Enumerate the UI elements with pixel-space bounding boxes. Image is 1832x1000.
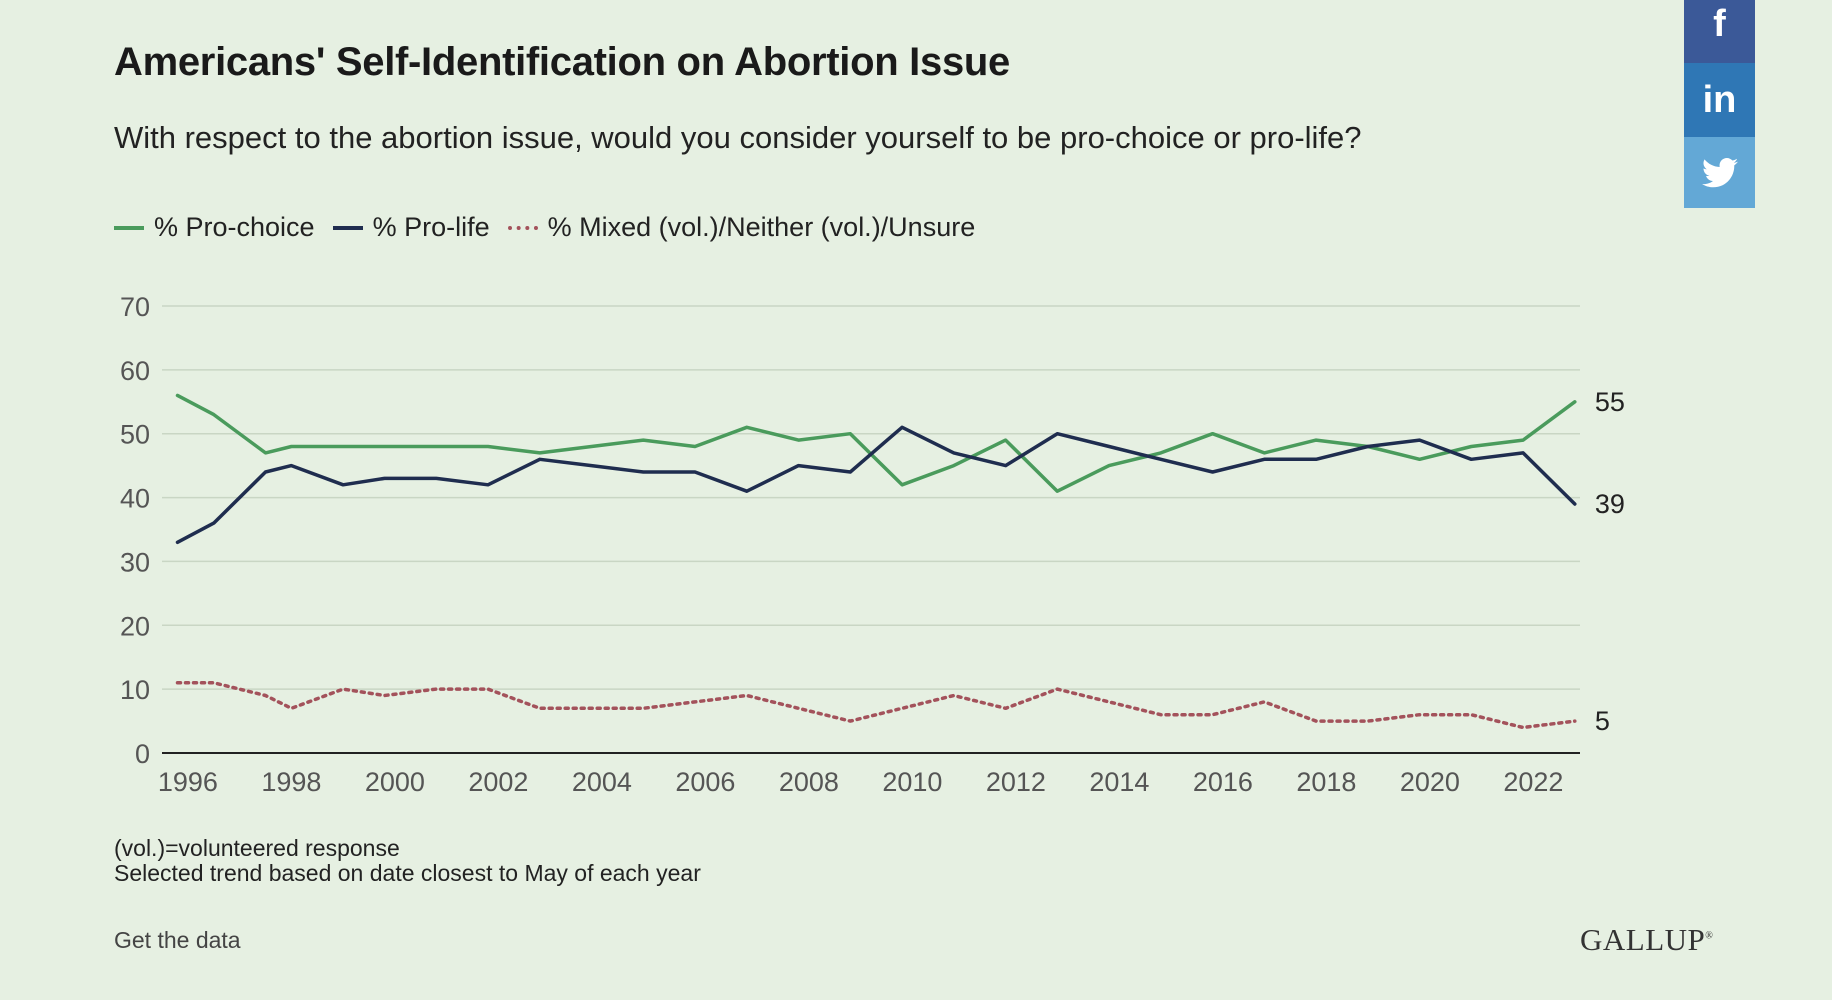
x-tick-label: 2022 bbox=[1503, 767, 1563, 797]
x-tick-label: 1998 bbox=[261, 767, 321, 797]
facebook-share-button[interactable]: f bbox=[1684, 0, 1755, 63]
end-value-label: 39 bbox=[1595, 489, 1625, 519]
end-value-label: 55 bbox=[1595, 387, 1625, 417]
end-value-label: 5 bbox=[1595, 706, 1610, 736]
gallup-logo: GALLUP® bbox=[1580, 922, 1713, 958]
series-line-pro-life bbox=[175, 425, 1577, 545]
y-tick-label: 0 bbox=[135, 739, 150, 769]
x-tick-label: 2012 bbox=[986, 767, 1046, 797]
chart-title: Americans' Self-Identification on Aborti… bbox=[114, 40, 1010, 84]
linkedin-icon: in bbox=[1702, 78, 1737, 121]
x-tick-label: 2002 bbox=[468, 767, 528, 797]
series-line-mixed bbox=[175, 681, 1577, 730]
legend-swatch-mixed bbox=[507, 225, 538, 230]
brand-text: GALLUP bbox=[1580, 922, 1706, 957]
legend-swatch-pro-choice bbox=[114, 225, 144, 230]
legend-label-pro-choice: % Pro-choice bbox=[154, 212, 315, 242]
x-tick-label: 1996 bbox=[158, 767, 218, 797]
x-tick-label: 2000 bbox=[365, 767, 425, 797]
x-tick-label: 2004 bbox=[572, 767, 632, 797]
y-tick-label: 70 bbox=[120, 292, 150, 322]
legend-label-mixed: % Mixed (vol.)/Neither (vol.)/Unsure bbox=[547, 212, 976, 242]
y-tick-label: 20 bbox=[120, 611, 150, 641]
x-tick-label: 2006 bbox=[675, 767, 735, 797]
get-data-link[interactable]: Get the data bbox=[114, 927, 241, 953]
footnote-vol: (vol.)=volunteered response bbox=[114, 835, 400, 861]
brand-mark: ® bbox=[1705, 930, 1714, 942]
facebook-icon: f bbox=[1713, 3, 1726, 45]
series-line-pro-choice bbox=[175, 393, 1577, 493]
x-tick-label: 2018 bbox=[1296, 767, 1356, 797]
x-tick-label: 2008 bbox=[779, 767, 839, 797]
y-tick-label: 10 bbox=[120, 675, 150, 705]
legend-item-pro-choice: % Pro-choice bbox=[114, 212, 315, 243]
x-tick-label: 2020 bbox=[1400, 767, 1460, 797]
footnote-trend: Selected trend based on date closest to … bbox=[114, 860, 701, 886]
legend: % Pro-choice % Pro-life % Mixed (vol.)/N… bbox=[114, 212, 993, 243]
x-tick-label: 2016 bbox=[1193, 767, 1253, 797]
legend-label-pro-life: % Pro-life bbox=[372, 212, 490, 242]
legend-swatch-pro-life bbox=[332, 225, 363, 230]
y-tick-label: 50 bbox=[120, 420, 150, 450]
y-tick-label: 30 bbox=[120, 547, 150, 577]
x-tick-label: 2014 bbox=[1089, 767, 1149, 797]
y-tick-label: 40 bbox=[120, 484, 150, 514]
twitter-icon bbox=[1701, 157, 1738, 187]
twitter-share-button[interactable] bbox=[1684, 137, 1755, 208]
linkedin-share-button[interactable]: in bbox=[1684, 63, 1755, 137]
chart-subtitle: With respect to the abortion issue, woul… bbox=[114, 120, 1362, 155]
legend-item-mixed: % Mixed (vol.)/Neither (vol.)/Unsure bbox=[507, 212, 976, 243]
x-tick-label: 2010 bbox=[882, 767, 942, 797]
legend-item-pro-life: % Pro-life bbox=[332, 212, 490, 243]
y-tick-label: 60 bbox=[120, 356, 150, 386]
